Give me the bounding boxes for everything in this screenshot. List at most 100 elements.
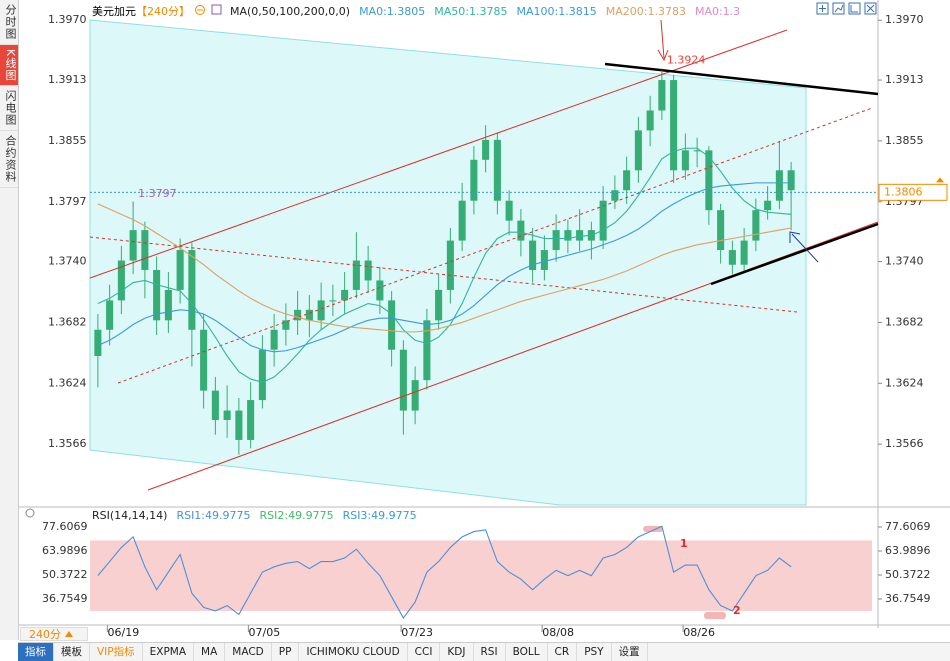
period-selector[interactable]: 240分	[20, 627, 88, 641]
tool-icon[interactable]	[816, 2, 829, 15]
candle-body	[94, 329, 102, 357]
candle-body	[458, 200, 466, 241]
candle-body	[200, 329, 208, 391]
y-tick-label: 1.3624	[885, 376, 924, 389]
toolbar-tab[interactable]: CCI	[408, 643, 441, 661]
x-tick-label: 07/23	[401, 626, 433, 639]
candle-body	[611, 190, 619, 201]
y-tick-label: 36.7549	[885, 592, 931, 605]
candle-body	[670, 80, 678, 171]
candle-body	[728, 250, 736, 265]
annotation-label: 1.3924	[667, 54, 706, 67]
candle-body	[211, 390, 219, 421]
y-tick-label: 1.3740	[48, 255, 87, 268]
trend-line	[89, 236, 798, 313]
tool-icons	[816, 2, 877, 15]
candle-body	[352, 260, 360, 290]
candle-body	[329, 300, 337, 302]
last-price-marker	[936, 177, 944, 183]
candle-body	[364, 260, 372, 281]
legend-entry: MA50:1.3785	[434, 4, 508, 18]
y-tick-label: 1.3913	[885, 73, 924, 86]
arrow	[660, 19, 665, 59]
toolbar-tab[interactable]: EXPMA	[143, 643, 195, 661]
rsi-legend: RSI(14,14,14) RSI1:49.9775 RSI2:49.9775 RSI…	[92, 509, 417, 522]
toolbar-tab[interactable]: 模板	[54, 643, 90, 661]
candle-body	[376, 280, 384, 301]
tool-icon[interactable]	[832, 2, 845, 15]
legend-entry: MA200:1.3783	[605, 4, 686, 18]
candle-body	[752, 210, 760, 241]
candle-body	[658, 80, 666, 111]
legend-entry: MA0:1.3	[694, 4, 741, 18]
trend-line	[604, 62, 879, 96]
x-tick-label: 08/08	[542, 626, 574, 639]
y-tick-label: 1.3566	[48, 437, 87, 450]
candle-body	[317, 300, 325, 321]
candle-body	[399, 349, 407, 411]
candle-body	[493, 139, 501, 201]
candle-body	[564, 230, 572, 241]
toolbar-tab[interactable]: PSY	[577, 643, 612, 661]
candle-body	[247, 400, 255, 440]
candle-body	[787, 170, 795, 191]
toolbar-tab[interactable]: PP	[272, 643, 300, 661]
settings-icon[interactable]	[25, 508, 35, 518]
sidebar: 分时图 K线图 闪电图 合约资料	[0, 0, 19, 640]
indicator: MA(0,50,100,200,0,0)	[230, 4, 351, 18]
dropdown-icon	[65, 631, 73, 637]
trend-lines	[89, 19, 879, 491]
tool-icon[interactable]	[848, 2, 861, 15]
indicator-icon[interactable]	[211, 4, 222, 15]
rsi-line	[97, 525, 792, 619]
y-tick-label: 1.3970	[885, 13, 924, 26]
candle-body	[176, 250, 184, 290]
y-tick-label: 1.3740	[885, 255, 924, 268]
candle-body	[294, 309, 302, 321]
candle-body	[446, 240, 454, 290]
y-tick-label: 1.3566	[885, 437, 924, 450]
close-icon[interactable]	[195, 5, 205, 15]
y-tick-label: 1.3797	[48, 195, 87, 208]
candle-body	[258, 349, 266, 401]
candle-body	[106, 300, 114, 330]
trend-line	[117, 107, 873, 384]
candle-body	[117, 260, 125, 301]
legend-entry: RSI1:49.9775	[176, 509, 251, 522]
sidebar-tab[interactable]: 闪电图	[0, 86, 18, 132]
toolbar-tab[interactable]: KDJ	[440, 643, 474, 661]
toolbar-tab[interactable]: RSI	[474, 643, 506, 661]
candle-body	[552, 230, 560, 251]
toolbar-tab[interactable]: MA	[194, 643, 226, 661]
y-tick-label: 77.6069	[885, 520, 931, 533]
tool-icon[interactable]	[864, 2, 877, 15]
candle-body	[529, 240, 537, 270]
candle-body	[681, 150, 689, 171]
last-price-label: 1.3806	[884, 185, 923, 198]
candle-body	[341, 289, 349, 301]
toolbar-tab[interactable]: BOLL	[506, 643, 548, 661]
candle-body	[717, 210, 725, 251]
symbol: 美元加元	[92, 5, 136, 18]
candle-body	[411, 380, 419, 411]
candle-body	[129, 230, 137, 261]
indicator: RSI(14,14,14)	[92, 509, 168, 522]
toolbar-tab[interactable]: ICHIMOKU CLOUD	[299, 643, 408, 661]
sidebar-tab[interactable]: 分时图	[0, 0, 18, 45]
toolbar-tab[interactable]: VIP指标	[90, 643, 143, 661]
y-tick-label: 63.9896	[885, 544, 931, 557]
sidebar-tab[interactable]: 合约资料	[0, 131, 18, 189]
toolbar-tab[interactable]: 设置	[612, 643, 648, 661]
toolbar-tab[interactable]: 指标	[18, 643, 54, 661]
sidebar-tab[interactable]: K线图	[0, 45, 18, 87]
y-tick-label: 1.3855	[885, 134, 924, 147]
legend-entry: RSI2:49.9775	[259, 509, 334, 522]
toolbar-tab[interactable]: MACD	[225, 643, 272, 661]
last-price-box	[878, 183, 948, 201]
candle-body	[164, 289, 172, 321]
candle-body	[423, 320, 431, 381]
y-tick-label: 63.9896	[42, 544, 88, 557]
candle-body	[505, 200, 513, 221]
toolbar-tab[interactable]: CR	[548, 643, 578, 661]
